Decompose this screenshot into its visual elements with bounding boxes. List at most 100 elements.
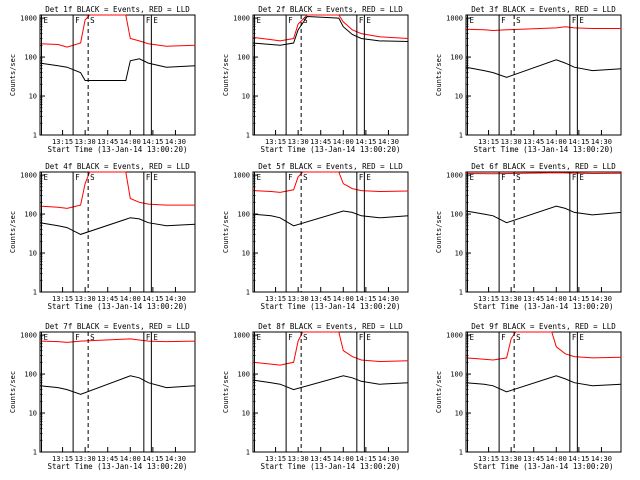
lld-series (39, 14, 196, 48)
y-tick-label: 10 (242, 250, 250, 258)
x-tick-label: 14:30 (165, 295, 186, 303)
chart-panel-4: Det 4f BLACK = Events, RED = LLD 1 10 100 10… (9, 162, 196, 311)
chart-panel-6: Det 6f BLACK = Events, RED = LLD 1 10 100 10… (435, 162, 622, 311)
x-tick-label: 14:30 (591, 138, 612, 146)
y-tick-label: 100 (24, 211, 37, 219)
y-tick-label: 100 (237, 211, 250, 219)
x-tick-label: 14:00 (120, 295, 141, 303)
x-axis-label: Start Time (13-Jan-14 13:00:20) (261, 462, 401, 471)
chart-panel-2: Det 2f BLACK = Events, RED = LLD 1 10 100 10… (222, 5, 409, 154)
marker-label-e: E (153, 173, 158, 182)
x-axis-label: Start Time (13-Jan-14 13:00:20) (261, 145, 401, 154)
y-tick-label: 1000 (20, 15, 37, 23)
y-tick-label: 1000 (446, 332, 463, 340)
x-tick-label: 13:30 (501, 455, 522, 463)
x-tick-label: 13:45 (310, 295, 331, 303)
x-tick-label: 14:15 (568, 455, 589, 463)
x-tick-label: 14:30 (591, 295, 612, 303)
x-tick-label: 14:00 (546, 295, 567, 303)
chart-title: Det 1f BLACK = Events, RED = LLD (45, 5, 190, 14)
y-axis-label: Counts/sec (222, 371, 230, 413)
marker-label-e: E (257, 16, 262, 25)
x-tick-label: 13:45 (523, 138, 544, 146)
marker-label-f: F (501, 333, 506, 342)
marker-label-s: S (516, 173, 521, 182)
x-tick-label: 14:00 (120, 455, 141, 463)
chart-title: Det 9f BLACK = Events, RED = LLD (471, 322, 616, 331)
x-tick-label: 14:30 (165, 455, 186, 463)
marker-label-f: F (288, 333, 293, 342)
x-tick-label: 13:30 (501, 295, 522, 303)
plot-frame (252, 331, 409, 453)
marker-label-s: S (516, 16, 521, 25)
marker-label-f: F (288, 173, 293, 182)
marker-label-e: E (579, 333, 584, 342)
y-tick-label: 10 (242, 410, 250, 418)
marker-label-s: S (303, 333, 308, 342)
chart-title: Det 3f BLACK = Events, RED = LLD (471, 5, 616, 14)
x-tick-label: 14:15 (355, 138, 376, 146)
marker-label-e: E (153, 333, 158, 342)
x-axis-label: Start Time (13-Jan-14 13:00:20) (48, 462, 188, 471)
y-tick-label: 100 (237, 54, 250, 62)
x-tick-label: 14:30 (591, 455, 612, 463)
x-tick-label: 13:15 (52, 138, 73, 146)
y-tick-label: 1000 (233, 172, 250, 180)
x-tick-label: 14:00 (333, 295, 354, 303)
x-tick-label: 13:15 (52, 295, 73, 303)
y-tick-label: 10 (29, 250, 37, 258)
plot-frame (465, 171, 622, 293)
y-tick-label: 1 (459, 449, 463, 457)
x-tick-label: 13:15 (478, 295, 499, 303)
marker-label-s: S (90, 16, 95, 25)
x-tick-label: 13:30 (288, 295, 309, 303)
events-series (252, 210, 409, 227)
y-tick-label: 1 (459, 132, 463, 140)
y-axis-label: Counts/sec (435, 211, 443, 253)
lld-series (39, 338, 196, 343)
plot-frame (252, 171, 409, 293)
x-tick-label: 14:30 (378, 295, 399, 303)
x-tick-label: 13:30 (288, 138, 309, 146)
y-tick-label: 1 (246, 132, 250, 140)
marker-label-f: F (146, 333, 151, 342)
y-tick-label: 1000 (20, 332, 37, 340)
x-tick-label: 14:15 (142, 455, 163, 463)
y-tick-label: 10 (455, 93, 463, 101)
y-axis-label: Counts/sec (9, 371, 17, 413)
y-tick-label: 1000 (233, 332, 250, 340)
x-tick-label: 13:45 (523, 295, 544, 303)
events-series (39, 217, 196, 235)
plot-frame (39, 14, 196, 136)
y-tick-label: 10 (455, 250, 463, 258)
chart-title: Det 4f BLACK = Events, RED = LLD (45, 162, 190, 171)
x-tick-label: 14:00 (333, 455, 354, 463)
x-tick-label: 13:30 (75, 138, 96, 146)
marker-label-f: F (146, 173, 151, 182)
x-tick-label: 14:00 (333, 138, 354, 146)
x-tick-label: 13:15 (478, 455, 499, 463)
x-axis-label: Start Time (13-Jan-14 13:00:20) (474, 302, 614, 311)
x-axis-label: Start Time (13-Jan-14 13:00:20) (48, 302, 188, 311)
y-tick-label: 1000 (233, 15, 250, 23)
lld-series (252, 331, 409, 366)
chart-panel-9: Det 9f BLACK = Events, RED = LLD 1 10 100 10… (435, 322, 622, 471)
y-tick-label: 1000 (20, 172, 37, 180)
marker-label-e: E (44, 173, 49, 182)
y-tick-label: 1 (246, 449, 250, 457)
x-tick-label: 13:30 (501, 138, 522, 146)
marker-label-e: E (470, 173, 475, 182)
x-tick-label: 13:45 (310, 138, 331, 146)
x-axis-label: Start Time (13-Jan-14 13:00:20) (48, 145, 188, 154)
plot-frame (465, 331, 622, 453)
chart-title: Det 5f BLACK = Events, RED = LLD (258, 162, 403, 171)
x-tick-label: 13:15 (265, 138, 286, 146)
x-tick-label: 13:15 (478, 138, 499, 146)
marker-label-f: F (501, 173, 506, 182)
y-axis-label: Counts/sec (222, 54, 230, 96)
marker-label-e: E (257, 333, 262, 342)
marker-label-f: F (501, 16, 506, 25)
y-tick-label: 100 (24, 54, 37, 62)
chart-panel-1: Det 1f BLACK = Events, RED = LLD 1 10 100 10… (9, 5, 196, 154)
marker-label-f: F (359, 173, 364, 182)
